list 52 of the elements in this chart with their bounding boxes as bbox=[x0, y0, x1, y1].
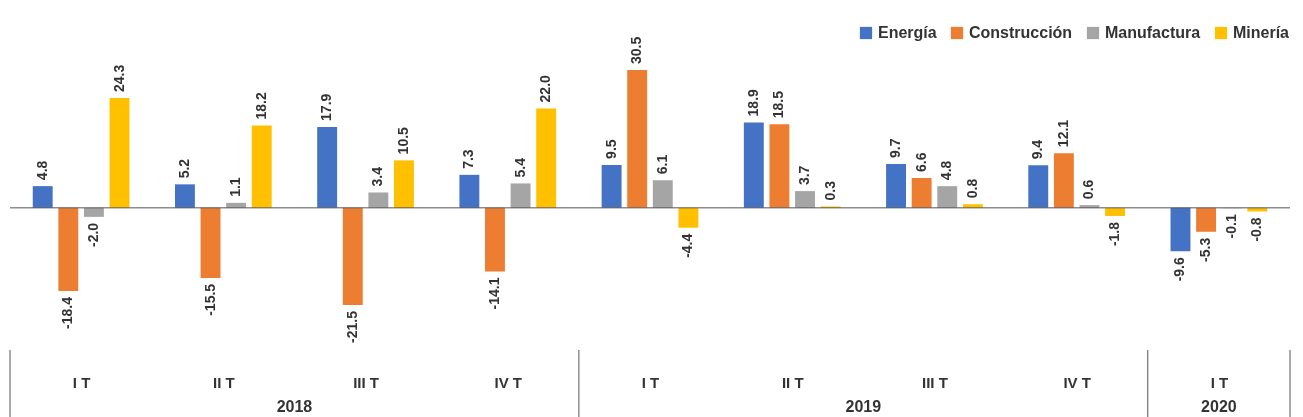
x-tick-label: IV T bbox=[1063, 373, 1091, 391]
data-label: 18.5 bbox=[770, 90, 787, 119]
data-label: 9.5 bbox=[602, 139, 619, 159]
x-tick-label: II T bbox=[781, 373, 804, 391]
x-tick-label: IV T bbox=[494, 373, 523, 391]
x-tick-label: I T bbox=[641, 373, 660, 391]
data-label: 0.8 bbox=[963, 178, 980, 199]
data-label: 18.9 bbox=[744, 88, 761, 117]
data-label: 3.7 bbox=[796, 165, 813, 186]
data-label: -21.5 bbox=[343, 310, 360, 343]
text: 2019 bbox=[845, 398, 882, 415]
legend-label: Energía bbox=[878, 24, 937, 41]
data-label: 10.5 bbox=[394, 126, 411, 155]
text: 2020 bbox=[1201, 398, 1237, 415]
x-tick-label: II T bbox=[213, 373, 235, 391]
data-label: -4.4 bbox=[679, 233, 696, 258]
data-label: -9.6 bbox=[1171, 257, 1188, 282]
x-tick-label: III T bbox=[922, 373, 948, 391]
data-label: 1.1 bbox=[227, 177, 244, 197]
data-label: 9.7 bbox=[887, 138, 904, 158]
data-label: 5.4 bbox=[511, 157, 528, 178]
data-label: -14.1 bbox=[485, 277, 502, 310]
x-tick-label: III T bbox=[353, 373, 379, 391]
data-label: -18.4 bbox=[59, 296, 76, 329]
data-label: -0.8 bbox=[1248, 217, 1265, 242]
text: 2018 bbox=[276, 398, 313, 415]
data-label: 30.5 bbox=[628, 36, 645, 64]
data-label: -5.3 bbox=[1197, 237, 1214, 262]
data-label: 5.2 bbox=[175, 158, 192, 179]
data-label: 0.6 bbox=[1080, 179, 1097, 200]
data-label: 18.2 bbox=[252, 92, 269, 120]
data-label: -2.0 bbox=[84, 222, 101, 247]
data-label: 22.0 bbox=[537, 74, 554, 103]
data-label: 9.4 bbox=[1029, 139, 1046, 160]
data-label: 6.1 bbox=[653, 154, 670, 175]
legend-label: Manufactura bbox=[1105, 24, 1201, 41]
data-label: -1.8 bbox=[1106, 221, 1123, 247]
data-label: 17.9 bbox=[318, 93, 335, 121]
data-label: 7.3 bbox=[460, 149, 477, 169]
data-label: 4.8 bbox=[938, 160, 955, 181]
data-label: 12.1 bbox=[1054, 119, 1071, 148]
data-label: 4.8 bbox=[33, 160, 50, 181]
legend-label: Construcción bbox=[969, 24, 1073, 41]
data-label: 0.3 bbox=[821, 180, 838, 201]
data-label: 24.3 bbox=[110, 64, 127, 93]
x-tick-label: I T bbox=[72, 373, 91, 391]
data-label: 6.6 bbox=[912, 152, 929, 173]
x-tick-label: I T bbox=[1210, 373, 1229, 391]
data-label: -0.1 bbox=[1222, 214, 1239, 239]
data-label: -15.5 bbox=[201, 283, 218, 316]
legend-label: Minería bbox=[1233, 24, 1290, 41]
data-label: 3.4 bbox=[369, 166, 386, 187]
